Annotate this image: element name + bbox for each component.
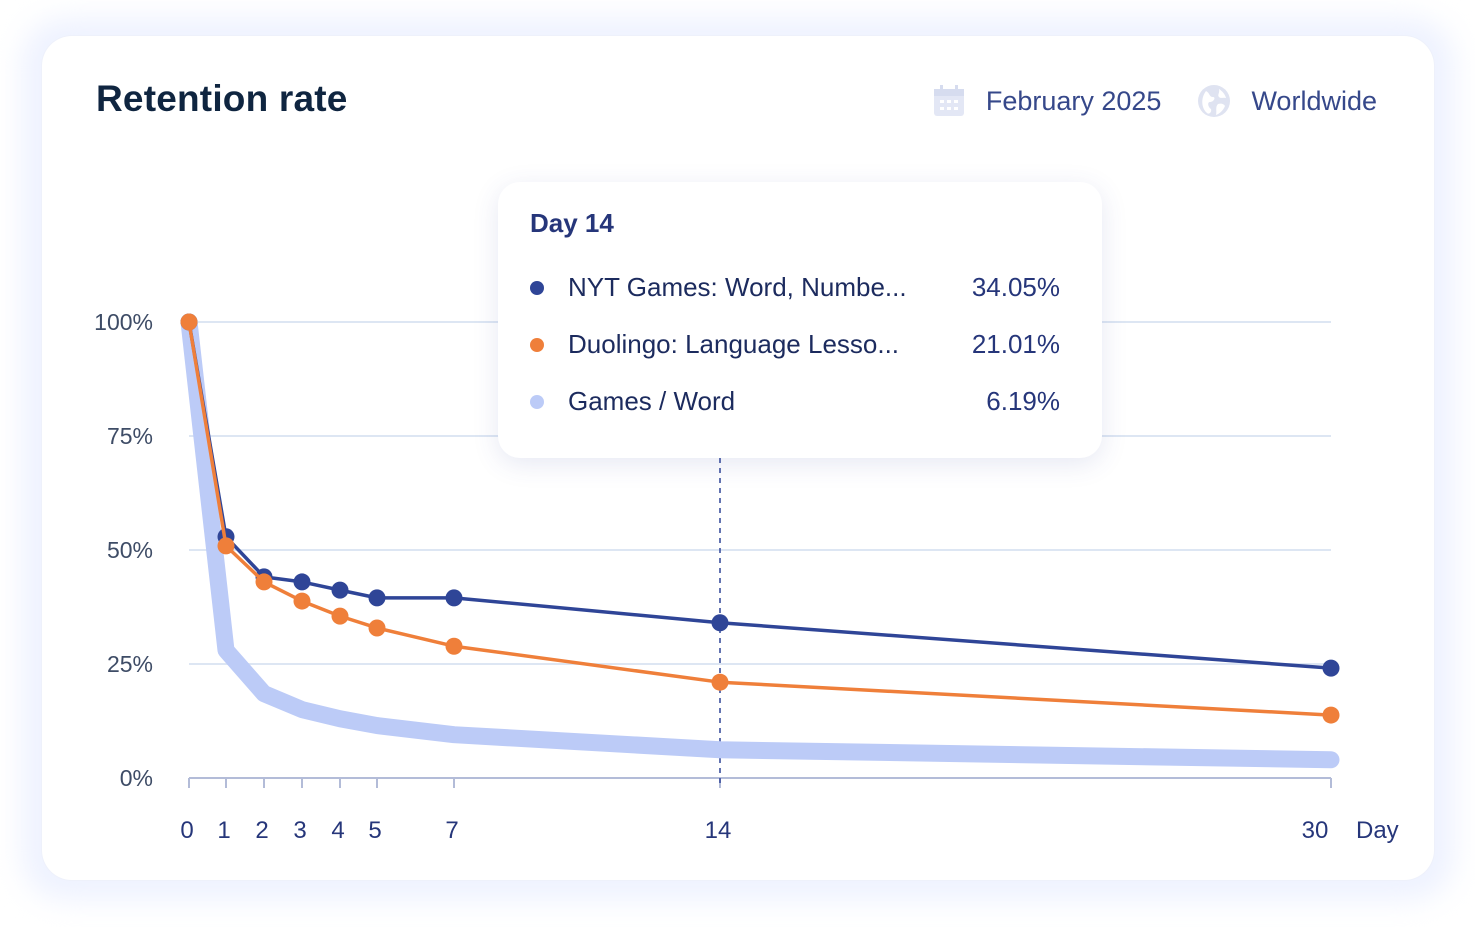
tooltip-title: Day 14 [530,208,614,238]
retention-card [42,36,1434,880]
y-tick-label: 50% [107,537,153,563]
series-lines [180,313,1340,769]
tooltip-row-nyt: NYT Games: Word, Numbe... 34.05% [530,272,1060,303]
tooltip-row-label: Games / Word [568,386,736,416]
tooltip-row-value: 21.01% [971,329,1060,359]
data-point[interactable] [1322,706,1340,724]
x-axis-unit-label: Day [1356,817,1399,844]
date-filter-label: February 2025 [985,85,1162,116]
x-tick-label: 4 [331,817,344,844]
y-axis: 0% 25% 50% 75% 100% [94,309,153,791]
x-tick-label: 30 [1302,817,1329,844]
data-point[interactable] [711,673,729,691]
data-point[interactable] [331,607,349,625]
x-tick-label: 0 [180,817,193,844]
chart-title: Retention rate [96,78,348,119]
data-point[interactable] [445,589,463,607]
x-tick-label: 5 [368,817,381,844]
y-tick-label: 25% [107,651,153,677]
x-tick-label: 7 [445,817,458,844]
tooltip-row-label: NYT Games: Word, Numbe... [568,272,907,302]
data-point[interactable] [331,581,349,599]
y-tick-label: 75% [107,423,153,449]
x-tick-label: 2 [255,817,268,844]
series-dot-icon [530,337,544,352]
x-tick-label: 1 [217,817,230,844]
x-tick-label: 3 [293,817,306,844]
region-filter[interactable]: Worldwide [1197,84,1377,118]
data-point[interactable] [255,573,273,591]
date-filter[interactable]: February 2025 [932,84,1162,118]
y-tick-label: 100% [94,309,153,335]
data-point[interactable] [445,637,463,655]
series-dot-icon [530,280,544,295]
region-filter-label: Worldwide [1251,85,1377,116]
data-point[interactable] [217,537,235,555]
y-tick-label: 0% [120,765,153,791]
data-point[interactable] [711,614,729,632]
x-tick-label: 14 [705,817,732,844]
tooltip-row-value: 6.19% [986,386,1060,416]
data-point[interactable] [293,573,311,591]
series-line-games-word[interactable] [180,313,1340,769]
series-dot-icon [530,394,544,409]
tooltip-row-games-word: Games / Word 6.19% [530,386,1060,417]
data-point[interactable] [368,619,386,637]
filters-bar: February 2025 Worldwide [932,84,1377,118]
data-point[interactable] [1322,659,1340,677]
tooltip-row-duolingo: Duolingo: Language Lesso... 21.01% [530,329,1060,360]
globe-icon [1198,85,1231,117]
calendar-icon [933,85,964,116]
tooltip-row-value: 34.05% [971,272,1060,302]
data-point[interactable] [180,313,198,331]
chart-tooltip: Day 14 NYT Games: Word, Numbe... 34.05% … [498,182,1102,458]
data-point[interactable] [368,589,386,607]
x-axis: 0 1 2 3 4 5 7 14 30 Day [180,777,1399,844]
tooltip-row-label: Duolingo: Language Lesso... [568,329,900,359]
data-point[interactable] [293,592,311,610]
